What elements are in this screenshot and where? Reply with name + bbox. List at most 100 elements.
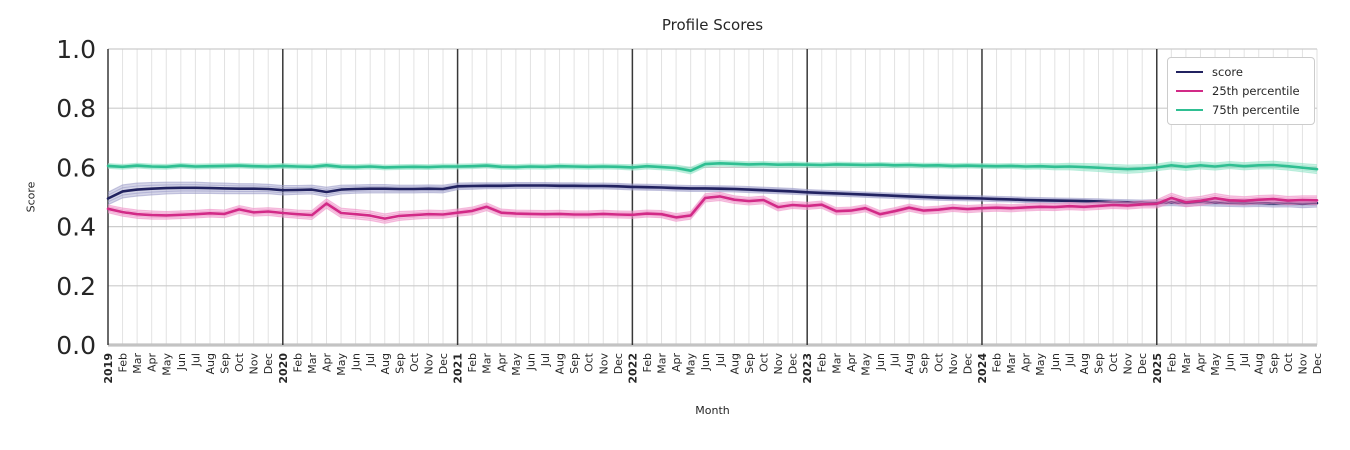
x-tick-label: Mar — [1005, 353, 1018, 374]
x-tick-label: Mar — [1180, 353, 1193, 374]
x-tick-label: Mar — [306, 353, 319, 374]
x-tick-label: Jun — [699, 353, 712, 371]
x-tick-label: Mar — [481, 353, 494, 374]
x-tick-label: Feb — [816, 353, 829, 372]
x-tick-label: Feb — [641, 353, 654, 372]
x-tick-label: Nov — [597, 353, 610, 375]
x-tick-label: Sep — [393, 353, 406, 374]
x-tick-label: Oct — [583, 352, 596, 372]
x-tick-label: Jul — [539, 353, 552, 367]
chart-title: Profile Scores — [661, 16, 764, 34]
x-tick-label: Jun — [350, 353, 363, 371]
x-tick-label: Apr — [670, 353, 683, 373]
x-tick-label: 2023 — [801, 353, 814, 384]
x-tick-label: Feb — [991, 353, 1004, 372]
y-tick-label: 0.4 — [56, 213, 96, 242]
x-tick-label: Mar — [131, 353, 144, 374]
x-tick-label: 2021 — [452, 353, 465, 384]
x-tick-label: Apr — [320, 353, 333, 373]
legend-item-score: score — [1176, 63, 1306, 81]
x-axis-label: Month — [695, 404, 730, 417]
x-tick-label: 2019 — [102, 353, 115, 384]
x-tick-label: May — [685, 353, 698, 376]
y-axis-label: Score — [24, 181, 38, 213]
x-tick-label: Apr — [845, 353, 858, 373]
x-tick-label: Aug — [379, 353, 392, 374]
score-line-swatch-icon — [1176, 71, 1203, 73]
x-tick-label: Sep — [219, 353, 232, 374]
x-tick-label: 2022 — [626, 353, 639, 384]
x-tick-label: Nov — [422, 353, 435, 375]
x-tick-label: Apr — [1020, 353, 1033, 373]
x-tick-label: Feb — [291, 353, 304, 372]
x-tick-label: Jul — [714, 353, 727, 367]
x-tick-label: Dec — [787, 353, 800, 374]
x-tick-label: Oct — [757, 352, 770, 372]
x-tick-label: Jun — [1049, 353, 1062, 371]
x-tick-label: Feb — [117, 353, 130, 372]
x-tick-label: Dec — [437, 353, 450, 374]
band-strand-line — [107, 200, 1318, 224]
x-tick-label: Mar — [656, 353, 669, 374]
x-tick-label: Nov — [1296, 353, 1309, 375]
series-line — [106, 195, 1319, 220]
x-tick-label: Sep — [1267, 353, 1280, 374]
x-tick-label: Feb — [1165, 353, 1178, 372]
x-tick-label: Apr — [1194, 353, 1207, 373]
y-tick-label: 0.0 — [56, 331, 96, 360]
series-line — [106, 162, 1319, 172]
x-tick-label: Aug — [728, 353, 741, 374]
x-tick-label: 2024 — [976, 353, 989, 384]
x-tick-label: Aug — [1078, 353, 1091, 374]
x-tick-label: 2025 — [1151, 353, 1164, 384]
x-tick-label: Sep — [1093, 353, 1106, 374]
x-tick-label: Aug — [903, 353, 916, 374]
legend-item-25th-percentile: 25th percentile — [1176, 82, 1306, 100]
band-strand-line — [107, 165, 1318, 175]
y-tick-label: 1.0 — [56, 35, 96, 64]
legend: score 25th percentile 75th percentile — [1167, 57, 1315, 125]
x-tick-label: Dec — [961, 353, 974, 374]
y-tick-label: 0.2 — [56, 272, 96, 301]
x-tick-label: Apr — [495, 353, 508, 373]
x-tick-label: Dec — [1311, 353, 1324, 374]
band-strand-line — [107, 160, 1318, 168]
x-tick-label: Jul — [1063, 353, 1076, 367]
x-tick-label: May — [1209, 353, 1222, 376]
x-tick-label: Jul — [364, 353, 377, 367]
x-tick-label: Jun — [524, 353, 537, 371]
x-tick-label: Dec — [1136, 353, 1149, 374]
legend-label: 75th percentile — [1212, 103, 1300, 117]
x-tick-label: Apr — [146, 353, 159, 373]
x-tick-label: Jul — [889, 353, 902, 367]
x-tick-label: Oct — [408, 352, 421, 372]
x-tick-label: Jun — [175, 353, 188, 371]
x-tick-label: Aug — [204, 353, 217, 374]
x-tick-label: Nov — [1122, 353, 1135, 375]
legend-item-75th-percentile: 75th percentile — [1176, 101, 1306, 119]
x-tick-label: Oct — [1282, 352, 1295, 372]
x-tick-label: Oct — [932, 352, 945, 372]
x-tick-label: May — [859, 353, 872, 376]
x-tick-label: Aug — [554, 353, 567, 374]
x-tick-label: Sep — [743, 353, 756, 374]
y-tick-label: 0.8 — [56, 94, 96, 123]
band-strand-line — [107, 183, 1318, 203]
x-tick-label: May — [335, 353, 348, 376]
x-tick-label: May — [510, 353, 523, 376]
legend-label: 25th percentile — [1212, 84, 1300, 98]
x-tick-label: Nov — [947, 353, 960, 375]
x-tick-label: Mar — [830, 353, 843, 374]
x-tick-label: Dec — [262, 353, 275, 374]
x-tick-label: Oct — [233, 352, 246, 372]
x-tick-label: Feb — [466, 353, 479, 372]
x-tick-label: Nov — [772, 353, 785, 375]
band-strand-line — [107, 193, 1318, 217]
x-tick-label: Jun — [874, 353, 887, 371]
x-tick-label: 2020 — [277, 353, 290, 384]
x-tick-label: Sep — [568, 353, 581, 374]
x-tick-label: Jul — [189, 353, 202, 367]
x-tick-label: Oct — [1107, 352, 1120, 372]
